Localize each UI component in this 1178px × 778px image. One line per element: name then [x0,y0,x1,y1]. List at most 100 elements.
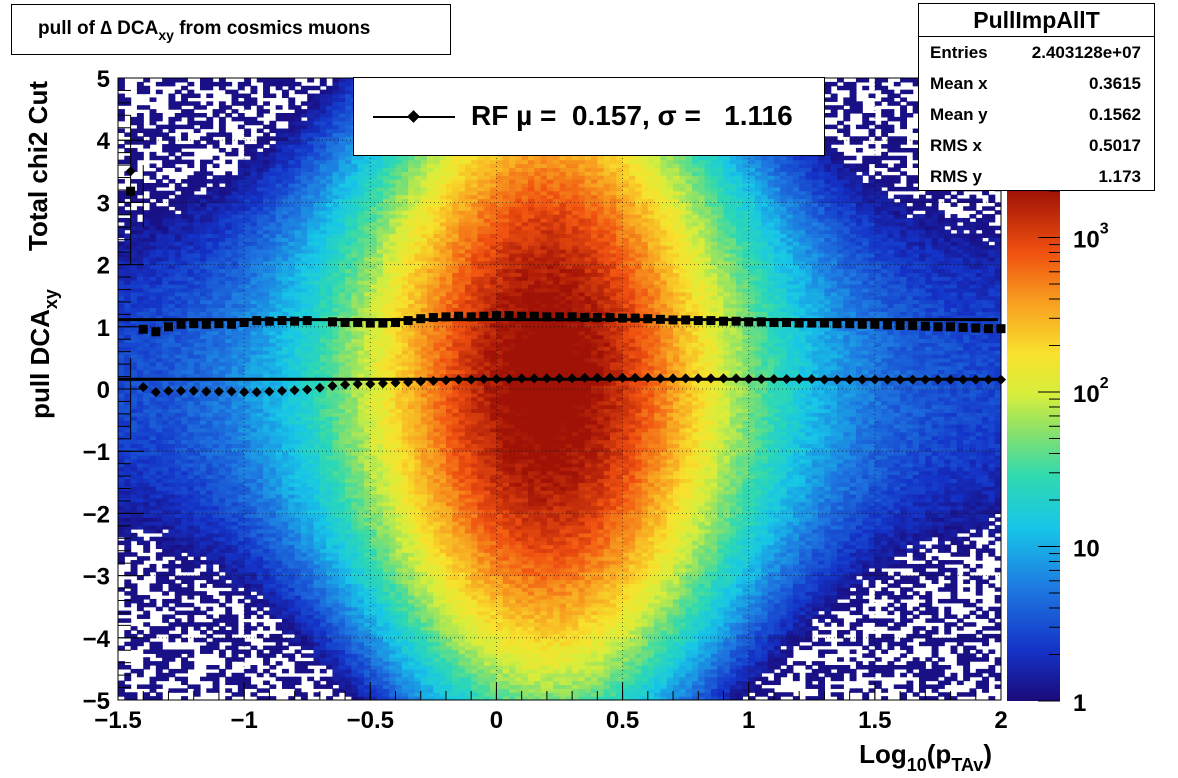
heatmap-cell [244,610,252,616]
heatmap-cell [351,630,359,635]
heatmap-cell [193,509,201,514]
heatmap-cell [256,396,264,402]
heatmap-cell [155,412,163,417]
heatmap-cell [162,396,170,402]
heatmap-cell [351,688,359,693]
heatmap-cell [187,513,195,518]
heatmap-cell [174,155,182,161]
heatmap-cell [275,326,283,332]
heatmap-cell [269,147,277,153]
heatmap-cell [193,357,201,363]
heatmap-cell [319,645,327,651]
heatmap-cell [288,606,296,612]
heatmap-cell [345,443,352,448]
heatmap-cell [288,536,296,542]
heatmap-cell [256,540,264,546]
heatmap-cell [326,649,334,654]
heatmap-cell [288,443,296,448]
heatmap-cell [338,466,346,472]
heatmap-cell [162,408,170,413]
heatmap-cell [345,458,352,464]
heatmap-cell [143,233,151,238]
heatmap-cell [281,668,289,674]
heatmap-cell [263,563,270,569]
heatmap-cell [162,334,170,340]
heatmap-cell [199,144,207,149]
heatmap-cell [281,439,289,445]
heatmap-cell [326,416,334,421]
heatmap-cell [288,598,296,604]
heatmap-cell [130,291,138,297]
heatmap-cell [319,284,327,289]
heatmap-cell [155,357,163,363]
heatmap-cell [338,280,346,285]
heatmap-cell [118,369,125,375]
heatmap-cell [136,427,144,433]
heatmap-cell [300,575,308,581]
heatmap-cell [250,338,258,343]
heatmap-cell [300,645,308,651]
heatmap-cell [174,361,182,367]
heatmap-cell [162,252,170,258]
heatmap-cell [332,120,340,126]
heatmap-cell [237,680,245,686]
heatmap-cell [149,567,157,573]
heatmap-cell [143,78,151,83]
heatmap-cell [300,431,308,437]
heatmap-cell [162,478,170,483]
heatmap-cell [237,598,245,604]
heatmap-cell [231,381,239,386]
heatmap-cell [307,653,315,658]
heatmap-cell [237,373,245,378]
heatmap-cell [149,497,157,503]
heatmap-cell [124,665,132,670]
heatmap-cell [237,501,245,507]
heatmap-cell [300,159,308,165]
heatmap-cell [313,626,321,631]
heatmap-cell [326,575,334,581]
heatmap-cell [307,606,315,612]
heatmap-cell [332,112,340,118]
heatmap-cell [187,532,195,538]
heatmap-cell [269,245,277,250]
heatmap-cell [256,591,264,596]
heatmap-cell [263,287,270,293]
heatmap-cell [326,241,334,246]
heatmap-cell [181,342,188,347]
heatmap-cell [263,392,270,398]
heatmap-cell [237,657,245,662]
heatmap-cell [187,552,195,557]
heatmap-cell [206,190,214,196]
heatmap-cell [130,692,138,697]
heatmap-cell [250,396,258,402]
heatmap-cell [345,256,352,262]
heatmap-cell [199,501,207,507]
heatmap-cell [263,186,270,192]
heatmap-cell [256,633,264,639]
heatmap-cell [307,346,315,351]
heatmap-cell [300,626,308,631]
heatmap-cell [244,354,252,359]
heatmap-cell [143,431,151,437]
heatmap-cell [168,249,176,254]
heatmap-cell [143,346,151,351]
heatmap-cell [212,435,220,441]
heatmap-cell [162,447,170,452]
heatmap-cell [143,556,151,561]
heatmap-cell [338,458,346,464]
heatmap-cell [244,373,252,378]
heatmap-cell [181,295,188,301]
heatmap-cell [237,175,245,180]
heatmap-cell [250,284,258,289]
heatmap-cell [155,641,163,647]
heatmap-cell [212,618,220,623]
heatmap-cell [326,361,334,367]
heatmap-cell [313,521,321,526]
heatmap-cell [143,315,151,320]
heatmap-cell [269,287,277,293]
heatmap-cell [193,439,201,445]
heatmap-cell [155,606,163,612]
heatmap-cell [244,676,252,682]
heatmap-cell [288,532,296,538]
heatmap-cell [281,567,289,573]
